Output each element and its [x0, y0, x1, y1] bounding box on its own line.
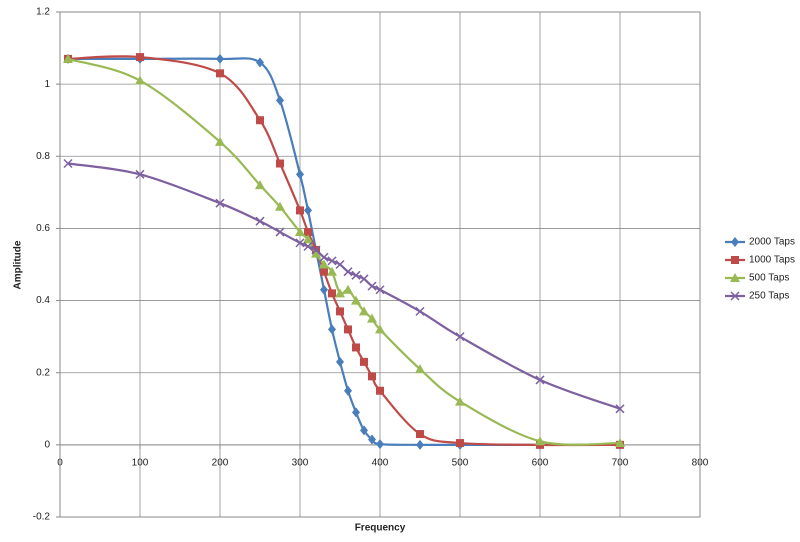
marker — [135, 169, 145, 179]
marker — [320, 267, 328, 276]
marker — [359, 306, 369, 316]
marker — [328, 324, 336, 335]
y-tick-label: 0.4 — [36, 295, 50, 306]
marker — [328, 289, 336, 298]
marker — [256, 116, 264, 125]
marker — [360, 425, 368, 436]
marker — [535, 436, 545, 446]
marker — [135, 75, 145, 85]
marker — [535, 375, 545, 385]
marker — [336, 307, 344, 316]
y-tick-label: -0.2 — [33, 512, 51, 523]
marker — [136, 53, 144, 62]
marker — [360, 357, 368, 366]
marker — [352, 343, 360, 352]
marker — [615, 438, 625, 448]
marker — [304, 205, 312, 216]
legend-label: 2000 Taps — [749, 237, 795, 248]
marker — [351, 270, 361, 280]
marker — [275, 201, 285, 211]
marker — [730, 273, 740, 282]
x-tick-label: 600 — [532, 457, 549, 468]
marker — [215, 198, 225, 208]
marker — [359, 274, 369, 284]
marker — [344, 385, 352, 396]
marker — [416, 430, 424, 439]
marker — [455, 396, 465, 406]
y-tick-label: 0 — [44, 439, 50, 450]
marker — [327, 256, 337, 266]
marker — [335, 259, 345, 270]
marker — [455, 332, 465, 342]
marker — [216, 69, 224, 78]
marker — [731, 256, 739, 264]
marker — [343, 284, 353, 294]
y-tick-label: 1 — [44, 79, 50, 90]
marker — [276, 159, 284, 168]
marker — [375, 285, 385, 295]
y-tick-label: 0.2 — [36, 367, 50, 378]
x-tick-label: 100 — [132, 457, 149, 468]
marker — [368, 372, 376, 381]
marker — [216, 53, 224, 64]
marker — [63, 53, 73, 63]
marker — [335, 288, 345, 298]
marker — [311, 248, 321, 258]
y-tick-label: 0.6 — [36, 223, 50, 234]
marker — [730, 291, 740, 301]
marker — [416, 439, 424, 450]
x-tick-label: 300 — [292, 457, 309, 468]
marker — [731, 237, 739, 247]
marker — [295, 238, 305, 248]
marker — [319, 259, 329, 269]
legend-label: 250 Taps — [749, 291, 789, 302]
marker — [296, 169, 304, 180]
marker — [352, 407, 360, 418]
marker — [255, 180, 265, 190]
marker — [311, 245, 321, 255]
marker — [336, 356, 344, 367]
x-tick-label: 700 — [612, 457, 629, 468]
marker — [344, 325, 352, 334]
marker — [63, 158, 73, 169]
marker — [256, 57, 264, 68]
marker — [351, 295, 361, 305]
marker — [375, 324, 385, 334]
legend-label: 500 Taps — [749, 273, 789, 284]
marker — [327, 266, 337, 276]
marker — [415, 364, 425, 374]
marker — [275, 227, 285, 237]
marker — [296, 206, 304, 215]
marker — [615, 404, 625, 414]
x-tick-label: 500 — [452, 457, 469, 468]
marker — [319, 252, 329, 262]
x-tick-label: 400 — [372, 457, 389, 468]
marker — [376, 386, 384, 395]
marker — [367, 313, 377, 323]
legend-label: 1000 Taps — [749, 255, 795, 266]
x-axis-title: Frequency — [355, 523, 406, 534]
marker — [255, 216, 265, 226]
marker — [304, 228, 312, 237]
marker — [456, 439, 464, 448]
y-axis-title: Amplitude — [13, 240, 24, 289]
marker — [303, 241, 313, 251]
x-tick-label: 200 — [212, 457, 229, 468]
marker — [343, 267, 353, 277]
y-tick-label: 1.2 — [36, 7, 50, 18]
marker — [415, 306, 425, 316]
y-tick-label: 0.8 — [36, 151, 50, 162]
marker — [215, 136, 225, 146]
marker — [303, 234, 313, 244]
marker — [367, 281, 377, 291]
marker — [295, 227, 305, 237]
marker — [376, 439, 384, 450]
marker — [320, 284, 328, 295]
marker — [368, 434, 376, 445]
marker — [276, 95, 284, 106]
